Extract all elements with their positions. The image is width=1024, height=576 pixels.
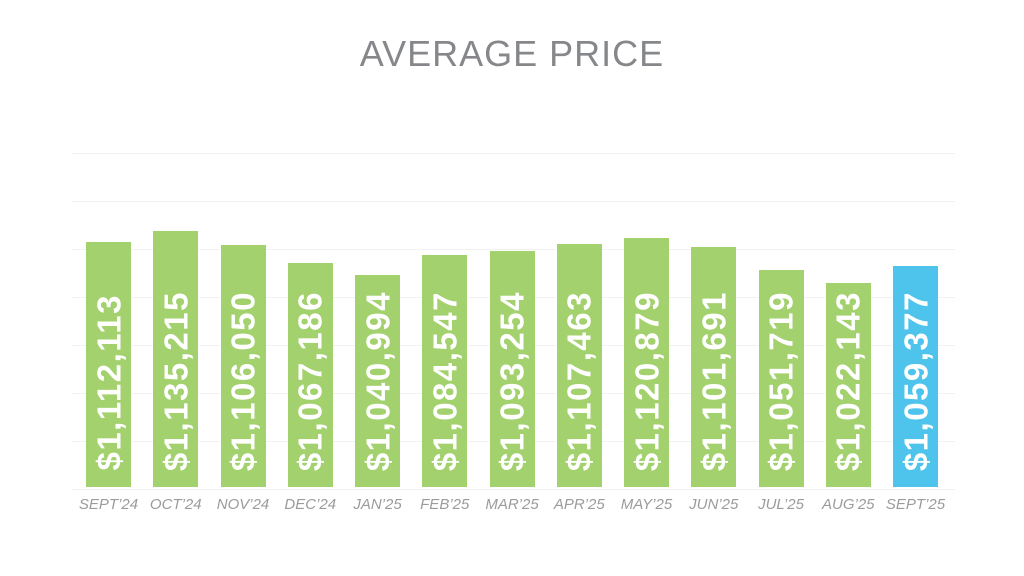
bar-value-label: $1,120,879 bbox=[628, 290, 665, 471]
bar-series: $1,112,113 SEPT’24 $1,135,215 OCT’24 $1,106,… bbox=[79, 153, 945, 513]
bar: $1,101,691 bbox=[691, 247, 737, 487]
x-axis-label: JAN’25 bbox=[353, 496, 402, 513]
bar: $1,112,113 bbox=[86, 242, 131, 487]
bar-column: $1,112,113 SEPT’24 bbox=[79, 153, 138, 513]
bar-value-label: $1,093,254 bbox=[493, 290, 531, 471]
x-axis-label: JUL’25 bbox=[758, 496, 804, 513]
bar: $1,093,254 bbox=[489, 251, 535, 487]
bar-value-label: $1,051,719 bbox=[762, 290, 800, 471]
x-axis-label: SEPT’25 bbox=[885, 496, 946, 513]
x-axis-label: MAY’25 bbox=[620, 496, 673, 513]
bar: $1,107,463 bbox=[556, 244, 602, 487]
gridline bbox=[72, 249, 955, 250]
bar-column: $1,101,691 JUN’25 bbox=[689, 153, 738, 513]
x-axis-label: DEC’24 bbox=[284, 496, 337, 513]
bar: $1,051,719 bbox=[758, 270, 804, 487]
x-axis-label: JUN’25 bbox=[689, 496, 739, 513]
bar-column: $1,040,994 JAN’25 bbox=[353, 153, 402, 513]
bar: $1,067,186 bbox=[287, 263, 333, 487]
bar-column: $1,106,050 NOV’24 bbox=[217, 153, 269, 513]
bar-column: $1,022,143 AUG’25 bbox=[822, 153, 875, 513]
bar-column: $1,059,377 SEPT’25 bbox=[886, 153, 945, 513]
x-axis-label: SEPT’24 bbox=[78, 496, 139, 513]
gridline bbox=[72, 153, 955, 154]
bar: $1,022,143 bbox=[825, 283, 871, 487]
bar-column: $1,067,186 DEC’24 bbox=[284, 153, 336, 513]
bar-value-label: $1,084,547 bbox=[426, 290, 464, 471]
bar: $1,040,994 bbox=[355, 275, 400, 487]
x-axis-label: NOV’24 bbox=[216, 496, 270, 513]
bar-value-label: $1,022,143 bbox=[829, 290, 867, 471]
bar-value-label: $1,101,691 bbox=[695, 290, 733, 471]
x-axis-label: FEB’25 bbox=[420, 496, 470, 513]
bar-column: $1,135,215 OCT’24 bbox=[150, 153, 202, 513]
bar: $1,059,377 bbox=[893, 266, 938, 487]
bar-value-label: $1,112,113 bbox=[90, 294, 127, 471]
bar: $1,135,215 bbox=[153, 231, 199, 487]
bar-column: $1,051,719 JUL’25 bbox=[758, 153, 804, 513]
bar: $1,084,547 bbox=[422, 255, 468, 487]
bar: $1,120,879 bbox=[624, 238, 669, 487]
plot-area: $1,112,113 SEPT’24 $1,135,215 OCT’24 $1,106,… bbox=[72, 153, 955, 513]
bar-value-label: $1,040,994 bbox=[359, 290, 396, 471]
x-axis-label: APR’25 bbox=[553, 496, 605, 513]
bar-value-label: $1,107,463 bbox=[560, 290, 598, 471]
bar-column: $1,093,254 MAR’25 bbox=[485, 153, 539, 513]
bar-value-label: $1,135,215 bbox=[157, 290, 195, 471]
bar-column: $1,120,879 MAY’25 bbox=[621, 153, 672, 513]
gridline bbox=[72, 489, 955, 490]
chart-title: AVERAGE PRICE bbox=[359, 33, 665, 74]
bar-column: $1,107,463 APR’25 bbox=[554, 153, 605, 513]
bar-column: $1,084,547 FEB’25 bbox=[420, 153, 469, 513]
x-axis-label: AUG’25 bbox=[821, 496, 875, 513]
bar-value-label: $1,059,377 bbox=[897, 290, 934, 471]
bar: $1,106,050 bbox=[220, 245, 266, 487]
gridline bbox=[72, 201, 955, 202]
bar-value-label: $1,067,186 bbox=[291, 290, 329, 471]
bar-value-label: $1,106,050 bbox=[224, 290, 262, 471]
x-axis-label: OCT’24 bbox=[149, 496, 202, 513]
x-axis-label: MAR’25 bbox=[485, 496, 539, 513]
